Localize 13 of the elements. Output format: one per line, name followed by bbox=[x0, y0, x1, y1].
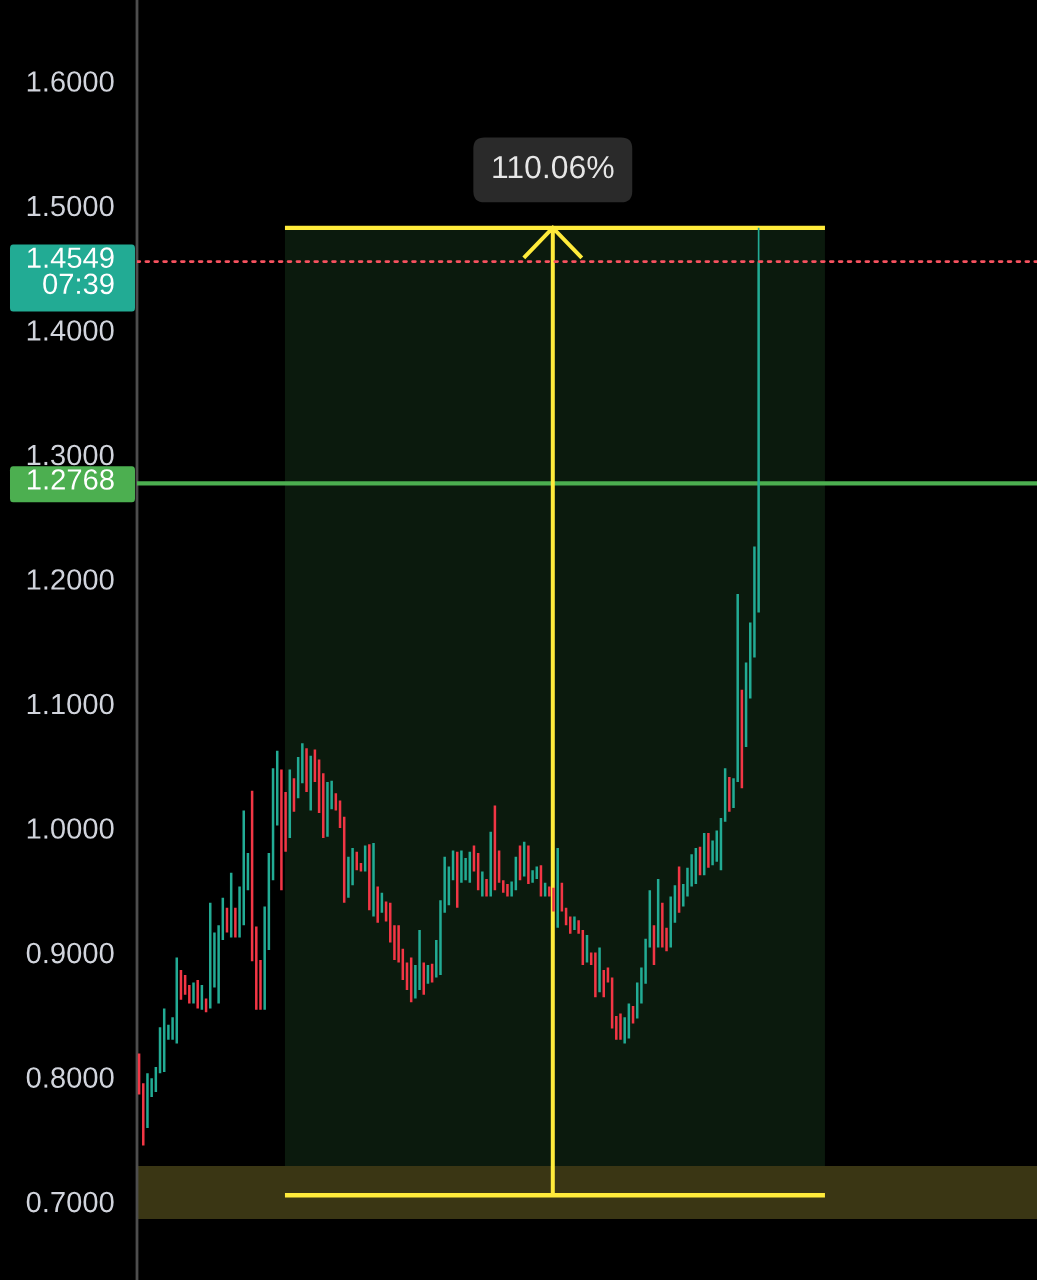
band-label: 110.06% bbox=[493, 155, 614, 179]
y-tick-label: 1.4000 bbox=[27, 320, 114, 341]
y-tick-label: 1.3000 bbox=[27, 444, 114, 466]
ref-line-label: 1.4549 07:39 bbox=[28, 247, 114, 295]
y-tick-label: 0.8000 bbox=[26, 1067, 114, 1088]
y-tick-label: 0.7000 bbox=[26, 1191, 114, 1213]
y-tick-label: 1.0000 bbox=[27, 818, 114, 839]
y-tick-label: 1.5000 bbox=[27, 195, 114, 217]
y-tick-label: 0.9000 bbox=[26, 942, 114, 964]
ref-line-label: 1.2768 bbox=[28, 469, 114, 490]
y-tick-label: 1.6000 bbox=[27, 71, 114, 92]
y-tick-label: 1.2000 bbox=[27, 569, 114, 590]
y-tick-label: 1.1000 bbox=[27, 693, 114, 715]
